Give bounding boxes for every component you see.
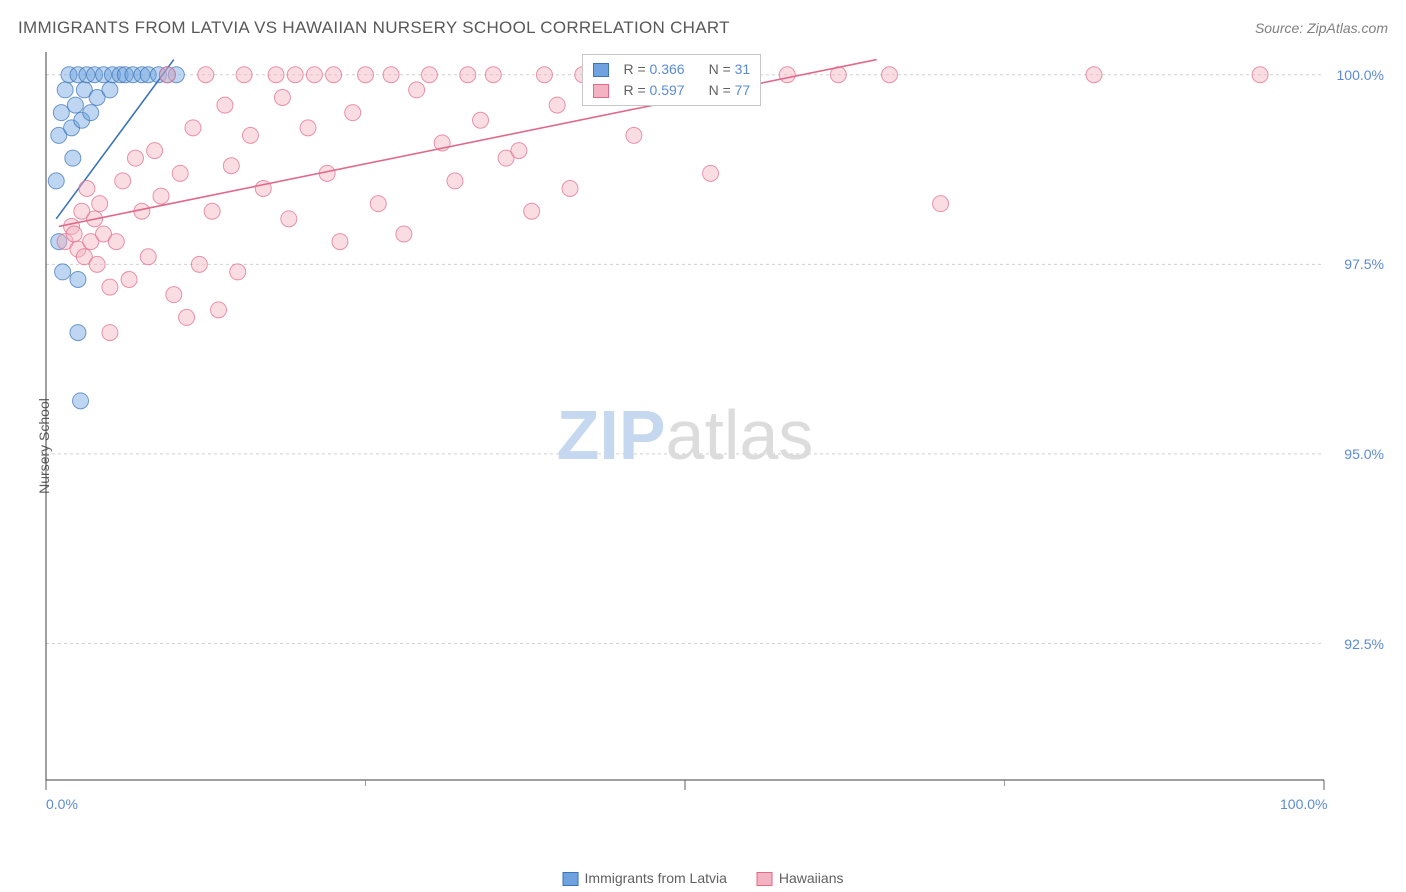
correlation-legend: R = 0.366 N = 31 R = 0.597 N = 77 bbox=[582, 54, 761, 106]
x-tick-label: 100.0% bbox=[1280, 796, 1327, 812]
legend-r-label: R = 0.597 bbox=[623, 80, 684, 101]
y-tick-label: 92.5% bbox=[1344, 636, 1384, 652]
legend-series-item: Immigrants from Latvia bbox=[563, 870, 727, 886]
legend-n-label: N = 77 bbox=[709, 80, 751, 101]
header-row: IMMIGRANTS FROM LATVIA VS HAWAIIAN NURSE… bbox=[18, 18, 1388, 38]
legend-swatch bbox=[757, 872, 773, 886]
legend-swatch bbox=[563, 872, 579, 886]
source-attribution: Source: ZipAtlas.com bbox=[1255, 20, 1388, 36]
series-legend: Immigrants from Latvia Hawaiians bbox=[563, 870, 844, 886]
x-tick-label: 0.0% bbox=[46, 796, 78, 812]
legend-correlation-row: R = 0.597 N = 77 bbox=[593, 80, 750, 101]
legend-series-label: Immigrants from Latvia bbox=[585, 870, 727, 886]
scatter-svg bbox=[44, 50, 1326, 820]
legend-series-label: Hawaiians bbox=[779, 870, 844, 886]
legend-n-label: N = 31 bbox=[709, 59, 751, 80]
plot-area: ZIPatlas R = 0.366N = 31R = 0.597N = 77 bbox=[44, 50, 1326, 820]
legend-correlation-row: R = 0.366 N = 31 bbox=[593, 59, 750, 80]
y-tick-label: 95.0% bbox=[1344, 446, 1384, 462]
chart-title: IMMIGRANTS FROM LATVIA VS HAWAIIAN NURSE… bbox=[18, 18, 730, 38]
y-tick-label: 100.0% bbox=[1337, 67, 1384, 83]
legend-r-label: R = 0.366 bbox=[623, 59, 684, 80]
y-tick-label: 97.5% bbox=[1344, 256, 1384, 272]
chart-container: IMMIGRANTS FROM LATVIA VS HAWAIIAN NURSE… bbox=[0, 0, 1406, 892]
legend-series-item: Hawaiians bbox=[757, 870, 844, 886]
legend-swatch bbox=[593, 84, 609, 98]
legend-swatch bbox=[593, 63, 609, 77]
